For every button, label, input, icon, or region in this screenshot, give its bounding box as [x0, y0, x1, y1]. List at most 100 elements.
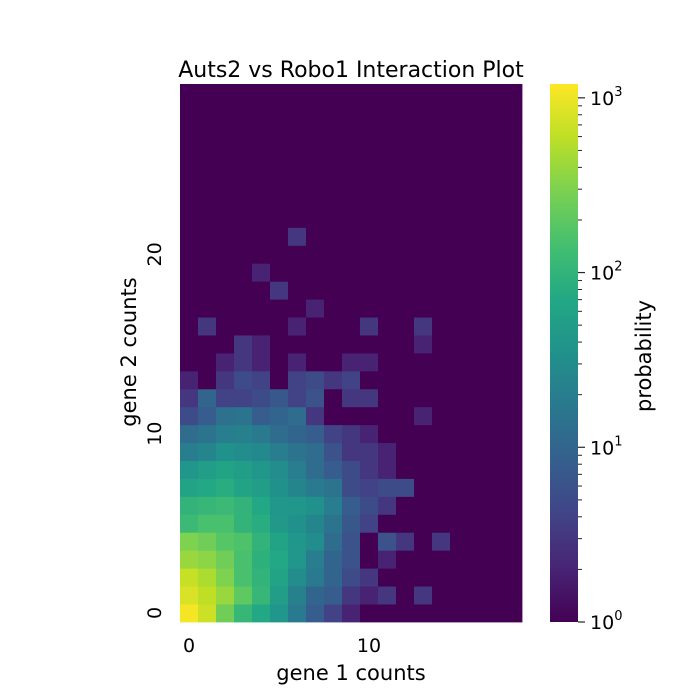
- heatmap-cell: [180, 353, 199, 372]
- heatmap-cell: [270, 514, 289, 533]
- heatmap-cell: [414, 424, 433, 444]
- heatmap-cell: [468, 119, 487, 139]
- heatmap-cell: [216, 281, 235, 300]
- heatmap-cell: [432, 442, 451, 461]
- heatmap-cell: [360, 263, 379, 282]
- heatmap-cell: [234, 496, 253, 515]
- heatmap-cell: [468, 173, 487, 192]
- heatmap-cell: [306, 263, 325, 282]
- heatmap-cell: [216, 191, 235, 210]
- heatmap-cell: [450, 424, 469, 444]
- heatmap-cell: [450, 191, 469, 210]
- heatmap-cell: [504, 370, 523, 390]
- heatmap-cell: [486, 586, 505, 605]
- heatmap-cell: [378, 84, 397, 103]
- heatmap-cell: [414, 281, 433, 300]
- heatmap-cell: [378, 514, 397, 533]
- heatmap-cell: [396, 388, 415, 408]
- heatmap-cell: [378, 155, 397, 175]
- heatmap-cell: [180, 191, 199, 210]
- heatmap-cell: [252, 353, 271, 372]
- heatmap-cell: [504, 496, 523, 515]
- heatmap-cell: [468, 406, 487, 426]
- heatmap-cell: [360, 119, 379, 139]
- heatmap-cell: [288, 155, 307, 175]
- heatmap-cell: [234, 514, 253, 533]
- heatmap-cell: [198, 227, 217, 246]
- heatmap-cell: [288, 442, 307, 461]
- heatmap-cell: [432, 388, 451, 408]
- heatmap-cell: [414, 119, 433, 139]
- heatmap-cell: [396, 568, 415, 587]
- heatmap-cell: [504, 460, 523, 479]
- heatmap-cell: [306, 586, 325, 605]
- heatmap-cell: [414, 299, 433, 318]
- heatmap-cell: [342, 514, 361, 533]
- heatmap-cell: [342, 263, 361, 282]
- heatmap-cell: [414, 550, 433, 569]
- heatmap-cell: [360, 209, 379, 228]
- heatmap-cell: [252, 406, 271, 426]
- heatmap-cell: [216, 604, 235, 623]
- heatmap-cell: [414, 209, 433, 228]
- heatmap-cell: [324, 460, 343, 479]
- heatmap-cell: [468, 317, 487, 336]
- heatmap-cell: [234, 227, 253, 246]
- heatmap-cell: [396, 335, 415, 354]
- heatmap-cell: [234, 119, 253, 139]
- heatmap-cell: [216, 460, 235, 479]
- heatmap-cell: [306, 550, 325, 569]
- heatmap-cell: [180, 299, 199, 318]
- heatmap-cell: [504, 568, 523, 587]
- heatmap-cell: [216, 101, 235, 121]
- heatmap-cell: [414, 496, 433, 515]
- heatmap-cell: [414, 84, 433, 103]
- heatmap-cell: [288, 281, 307, 300]
- heatmap-cell: [396, 532, 415, 551]
- heatmap-cell: [468, 568, 487, 587]
- heatmap-cell: [270, 568, 289, 587]
- heatmap-cell: [198, 514, 217, 533]
- heatmap-cell: [486, 335, 505, 354]
- heatmap-cell: [324, 370, 343, 390]
- heatmap-cell: [432, 496, 451, 515]
- heatmap-cell: [180, 604, 199, 623]
- heatmap-cell: [216, 406, 235, 426]
- heatmap-cell: [504, 532, 523, 551]
- heatmap-cell: [450, 281, 469, 300]
- heatmap-cell: [324, 568, 343, 587]
- heatmap-cell: [450, 263, 469, 282]
- heatmap-cell: [378, 191, 397, 210]
- heatmap-cell: [450, 209, 469, 228]
- heatmap-cell: [396, 137, 415, 157]
- heatmap-cell: [450, 227, 469, 246]
- heatmap-cell: [414, 173, 433, 192]
- heatmap-cell: [180, 209, 199, 228]
- heatmap-cell: [486, 478, 505, 497]
- heatmap-cell: [432, 353, 451, 372]
- heatmap-cell: [288, 496, 307, 515]
- heatmap-cell: [180, 227, 199, 246]
- heatmap-cell: [342, 388, 361, 408]
- heatmap-cell: [180, 370, 199, 390]
- heatmap-cell: [378, 173, 397, 192]
- heatmap-cell: [198, 478, 217, 497]
- heatmap-cell: [396, 84, 415, 103]
- heatmap-cell: [180, 335, 199, 354]
- heatmap-cell: [486, 353, 505, 372]
- heatmap-cell: [450, 299, 469, 318]
- heatmap-cell: [234, 281, 253, 300]
- heatmap-cell: [378, 317, 397, 336]
- heatmap-cell: [360, 299, 379, 318]
- heatmap-cell: [180, 514, 199, 533]
- heatmap-cell: [234, 442, 253, 461]
- heatmap-cell: [414, 155, 433, 175]
- heatmap-cell: [342, 227, 361, 246]
- heatmap-cell: [432, 532, 451, 551]
- heatmap-cell: [450, 568, 469, 587]
- heatmap-cell: [216, 424, 235, 444]
- heatmap-cell: [288, 532, 307, 551]
- heatmap-cell: [468, 209, 487, 228]
- heatmap-cell: [504, 119, 523, 139]
